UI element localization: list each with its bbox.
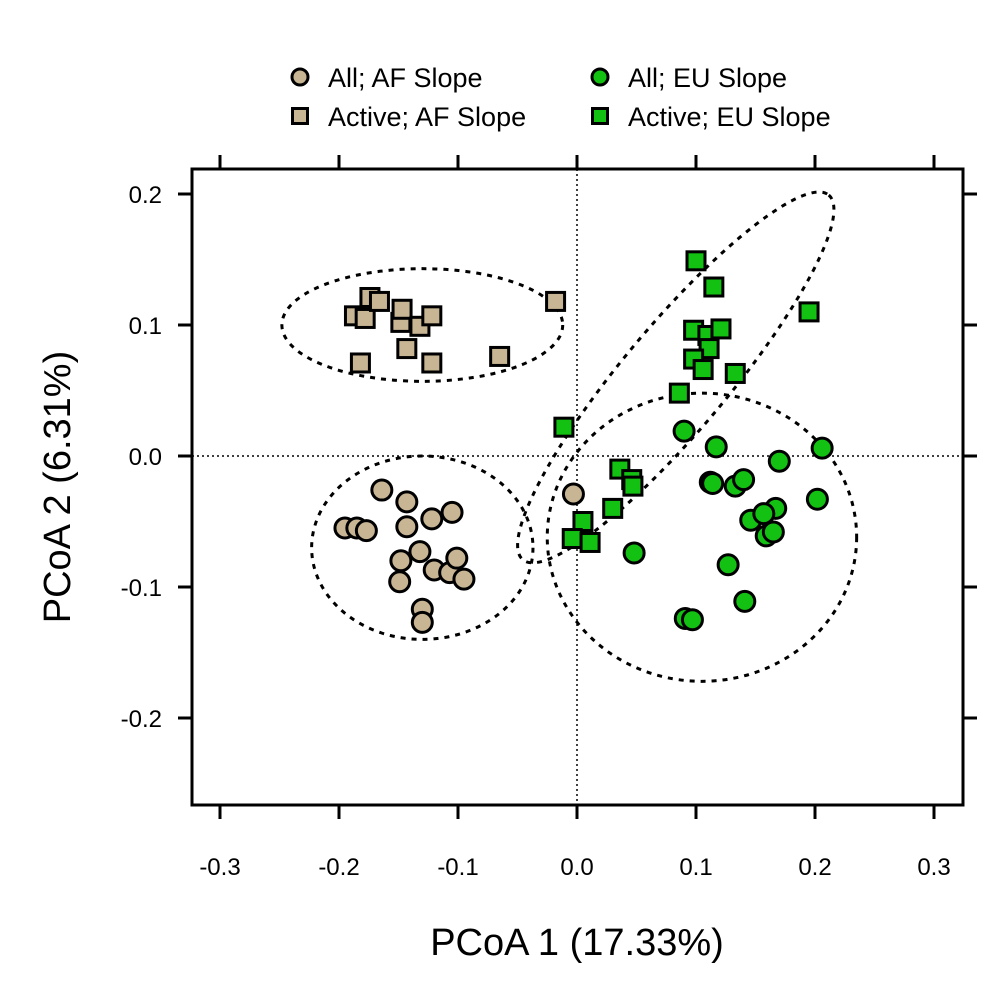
point-all-eu-slope: [680, 608, 704, 632]
point-all-eu-slope: [672, 419, 696, 443]
point-all-eu-slope: [752, 502, 776, 526]
point-all-af-slope: [452, 567, 476, 591]
point-active-eu-slope: [602, 497, 624, 519]
x-tick-label: 0.3: [917, 854, 950, 881]
point-active-eu-slope: [685, 250, 707, 272]
point-all-eu-slope: [733, 589, 757, 613]
point-all-af-slope: [420, 507, 444, 531]
point-active-af-slope: [421, 352, 443, 374]
point-all-eu-slope: [732, 468, 756, 492]
point-all-eu-slope: [761, 520, 785, 544]
legend-marker-active-eu-slope: [591, 107, 609, 125]
legend-marker-active-af-slope: [291, 107, 309, 125]
legend-marker-all-af-slope: [290, 67, 310, 87]
point-active-af-slope: [391, 298, 413, 320]
point-all-eu-slope: [704, 435, 728, 459]
point-active-af-slope: [349, 352, 371, 374]
point-active-af-slope: [545, 290, 567, 312]
point-all-af-slope: [388, 570, 412, 594]
point-all-eu-slope: [805, 487, 829, 511]
reference-lines: [192, 169, 963, 805]
point-active-af-slope: [396, 338, 418, 360]
y-tick-label: 0.1: [129, 313, 162, 340]
y-tick-label: 0.0: [129, 444, 162, 471]
legend-label-all-af-slope: All; AF Slope: [328, 63, 483, 93]
point-active-eu-slope: [572, 511, 594, 532]
point-active-eu-slope: [579, 531, 601, 553]
data-points: [333, 250, 834, 634]
x-tick-label: 0.2: [798, 854, 831, 881]
point-all-af-slope: [410, 610, 434, 634]
point-active-af-slope: [421, 305, 443, 327]
point-all-af-slope: [408, 540, 432, 564]
point-all-eu-slope: [622, 541, 646, 565]
legend-label-all-eu-slope: All; EU Slope: [628, 63, 787, 93]
legend-label-active-af-slope: Active; AF Slope: [328, 102, 526, 132]
x-tick-label: -0.1: [437, 854, 478, 881]
ellipse-all-eu-slope: [545, 391, 859, 683]
legend: All; AF Slope Active; AF Slope All; EU Slo…: [290, 63, 831, 132]
point-all-af-slope: [354, 519, 378, 543]
y-axis-ticks: -0.2 -0.1 0.0 0.1 0.2: [121, 182, 977, 733]
y-axis-title: PCoA 2 (6.31%): [37, 351, 79, 623]
point-active-af-slope: [368, 290, 390, 312]
x-axis-title: PCoA 1 (17.33%): [430, 922, 724, 964]
confidence-ellipses: [280, 190, 859, 683]
point-all-af-slope: [389, 549, 413, 573]
point-active-eu-slope: [724, 362, 746, 384]
legend-label-active-eu-slope: Active; EU Slope: [628, 102, 831, 132]
point-all-af-slope: [440, 500, 464, 524]
point-active-af-slope: [354, 307, 376, 329]
point-active-eu-slope: [622, 475, 644, 497]
x-tick-label: -0.2: [318, 854, 359, 881]
point-all-af-slope: [561, 482, 585, 506]
point-active-eu-slope: [668, 382, 690, 404]
point-active-eu-slope: [703, 276, 725, 298]
x-tick-label: -0.3: [199, 854, 240, 881]
point-active-eu-slope: [561, 528, 583, 550]
y-tick-label: 0.2: [129, 182, 162, 209]
point-all-eu-slope: [767, 449, 791, 473]
point-active-eu-slope: [710, 318, 732, 340]
point-all-af-slope: [395, 515, 419, 539]
x-axis-ticks: -0.3 -0.2 -0.1 0.0 0.1 0.2 0.3: [199, 155, 951, 881]
point-all-eu-slope: [810, 436, 834, 460]
y-tick-label: -0.2: [121, 706, 162, 733]
point-all-af-slope: [395, 490, 419, 514]
y-tick-label: -0.1: [121, 575, 162, 602]
point-all-eu-slope: [701, 472, 725, 496]
ellipse-active-af-slope: [280, 267, 565, 383]
point-active-eu-slope: [692, 359, 714, 381]
point-all-eu-slope: [716, 553, 740, 577]
x-tick-label: 0.0: [560, 854, 593, 881]
point-active-af-slope: [489, 345, 511, 367]
ellipse-active-eu-slope: [516, 190, 836, 565]
point-active-eu-slope: [553, 416, 575, 438]
point-all-af-slope: [445, 546, 469, 570]
point-all-af-slope: [370, 478, 394, 502]
x-tick-label: 0.1: [679, 854, 712, 881]
legend-marker-all-eu-slope: [590, 67, 610, 87]
point-active-eu-slope: [798, 301, 820, 323]
